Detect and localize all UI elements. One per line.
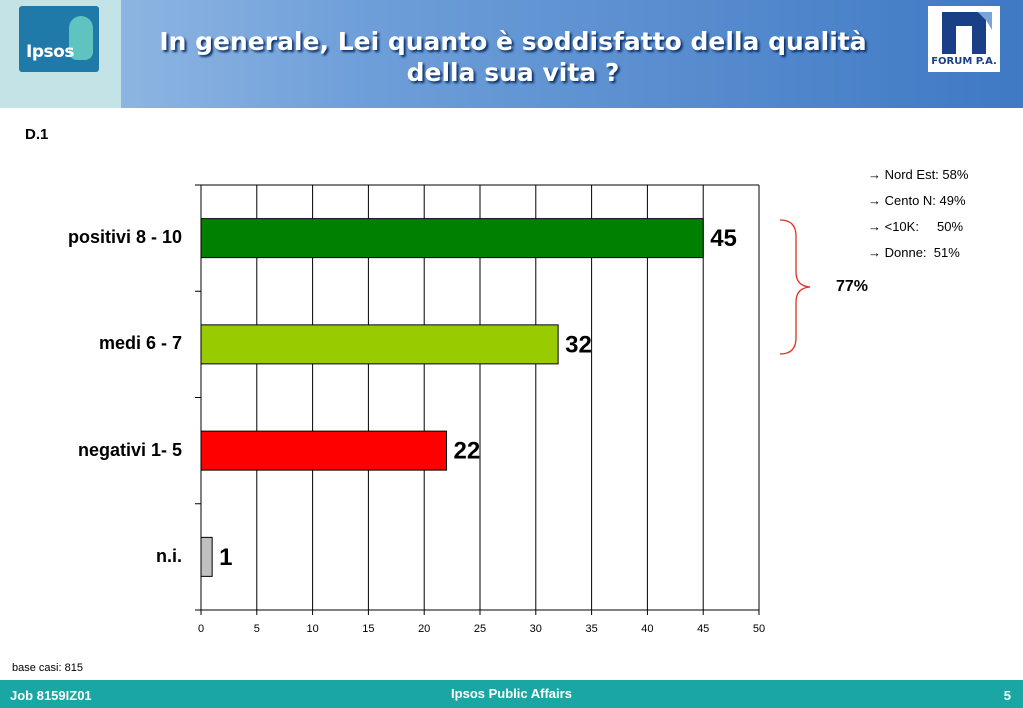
x-tick-label: 45 xyxy=(697,623,709,635)
bar xyxy=(200,324,559,365)
footer-job: Job 8159IZ01 xyxy=(10,688,92,703)
ipsos-logo-text: Ipsos xyxy=(26,42,74,62)
x-tick-label: 10 xyxy=(306,623,318,635)
bar xyxy=(200,430,448,471)
category-label: medi 6 - 7 xyxy=(98,333,182,354)
note-item: → <10K: 50% xyxy=(868,219,964,234)
bar-value-label: 45 xyxy=(710,225,737,252)
category-label: negativi 1- 5 xyxy=(77,439,182,460)
bar-value-label: 22 xyxy=(454,438,481,465)
x-tick-label: 35 xyxy=(585,623,597,635)
x-tick-label: 30 xyxy=(530,623,542,635)
page-number: 5 xyxy=(1003,688,1011,703)
ipsos-logo-head-icon xyxy=(69,16,93,60)
bar xyxy=(200,218,704,259)
note-item: → Cento N: 49% xyxy=(868,193,966,208)
x-tick-label: 5 xyxy=(254,623,260,635)
x-tick-label: 25 xyxy=(474,623,486,635)
forum-pa-logo-text: FORUM P.A. xyxy=(931,56,997,67)
note-item: → Nord Est: 58% xyxy=(868,167,969,182)
bar-value-label: 1 xyxy=(219,544,232,571)
category-label: positivi 8 - 10 xyxy=(67,227,182,248)
ipsos-logo: Ipsos xyxy=(19,6,99,72)
x-tick-label: 20 xyxy=(418,623,430,635)
x-tick-label: 40 xyxy=(641,623,653,635)
bracket-total-label: 77% xyxy=(836,278,869,295)
note-item: → Donne: 51% xyxy=(868,245,960,260)
footer-bar: Job 8159IZ01 Ipsos Public Affairs 5 xyxy=(0,680,1023,708)
header-banner: Ipsos In generale, Lei quanto è soddisfa… xyxy=(0,0,1023,108)
forum-pa-logo: FORUM P.A. xyxy=(928,6,1000,72)
bar-value-label: 32 xyxy=(565,331,592,358)
forum-pa-logo-icon xyxy=(942,12,992,54)
notes-list: → Nord Est: 58% → Cento N: 49% → <10K: 5… xyxy=(868,162,968,266)
title-line-2: della sua vita ? xyxy=(406,58,620,87)
footer-company: Ipsos Public Affairs xyxy=(451,686,572,701)
category-label: n.i. xyxy=(156,545,182,566)
ipsos-logo-box: Ipsos xyxy=(0,0,121,108)
page-title: In generale, Lei quanto è soddisfatto de… xyxy=(128,26,898,88)
question-code: D.1 xyxy=(25,126,49,143)
bracket-icon xyxy=(779,219,811,355)
x-tick-label: 0 xyxy=(198,623,204,635)
x-tick-label: 50 xyxy=(753,623,765,635)
x-tick-label: 15 xyxy=(362,623,374,635)
title-line-1: In generale, Lei quanto è soddisfatto de… xyxy=(159,27,867,56)
base-count: base casi: 815 xyxy=(12,662,83,674)
bar xyxy=(200,536,213,577)
